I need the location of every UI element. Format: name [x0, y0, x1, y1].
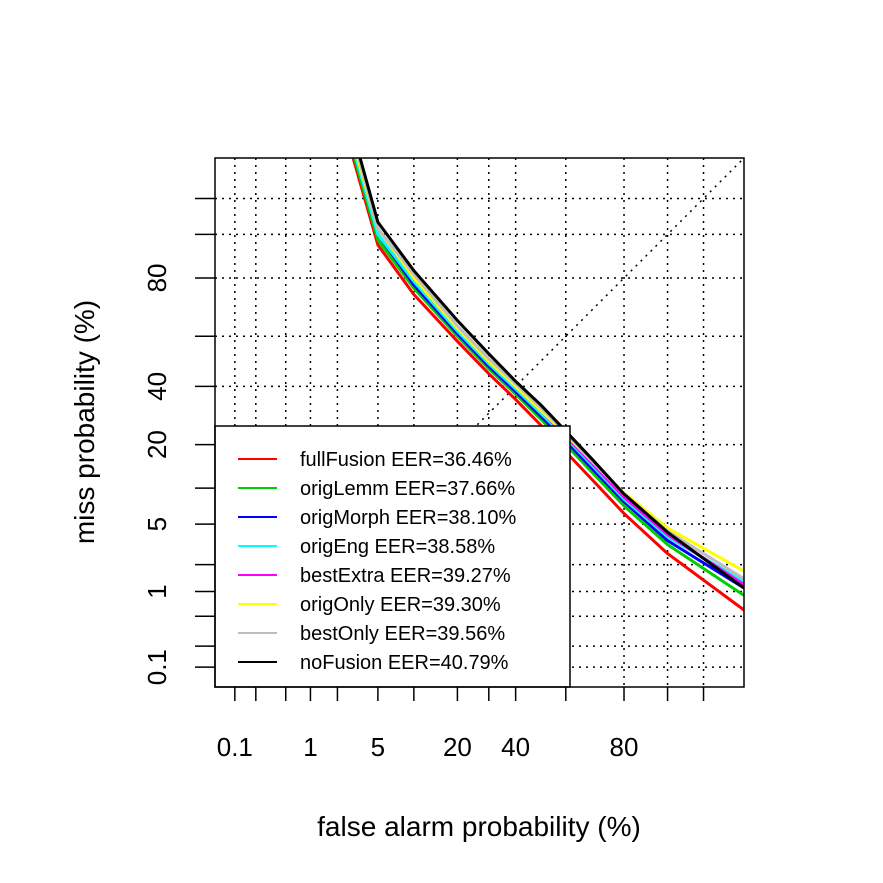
plot-frame [214, 157, 745, 688]
x-tick-label: 40 [501, 732, 530, 762]
x-axis-title: false alarm probability (%) [317, 811, 641, 842]
x-tick-label: 5 [371, 732, 385, 762]
y-tick-label: 0.1 [142, 649, 172, 685]
y-tick-label: 20 [142, 430, 172, 459]
legend-label: origMorph EER=38.10% [300, 507, 516, 529]
legend-label: noFusion EER=40.79% [300, 652, 509, 674]
y-tick-label: 1 [142, 584, 172, 598]
x-tick-label: 0.1 [217, 732, 253, 762]
legend-label: fullFusion EER=36.46% [300, 449, 512, 471]
y-axis-title: miss probability (%) [69, 300, 100, 544]
x-axis: 0.1 1 5 20 40 80 [217, 687, 705, 762]
legend-label: origEng EER=38.58% [300, 536, 495, 558]
legend-label: bestOnly EER=39.56% [300, 623, 505, 645]
series-line [358, 158, 744, 590]
legend: fullFusion EER=36.46% origLemm EER=37.66%… [214, 425, 571, 688]
series-layer [351, 158, 744, 612]
x-tick-label: 20 [443, 732, 472, 762]
x-tick-label: 1 [303, 732, 317, 762]
series-line [354, 158, 744, 590]
x-tick-label: 80 [610, 732, 639, 762]
series-line [351, 158, 744, 612]
y-tick-label: 5 [142, 517, 172, 531]
series-line [353, 158, 744, 597]
legend-label: bestExtra EER=39.27% [300, 565, 511, 587]
y-tick-label: 80 [142, 264, 172, 293]
legend-label: origLemm EER=37.66% [300, 478, 515, 500]
y-tick-label: 40 [142, 372, 172, 401]
legend-label: origOnly EER=39.30% [300, 594, 501, 616]
y-axis: 0.1 1 5 20 40 80 [142, 197, 215, 685]
reference-diagonal [214, 157, 745, 688]
legend-box [214, 425, 571, 688]
series-line [354, 158, 744, 583]
